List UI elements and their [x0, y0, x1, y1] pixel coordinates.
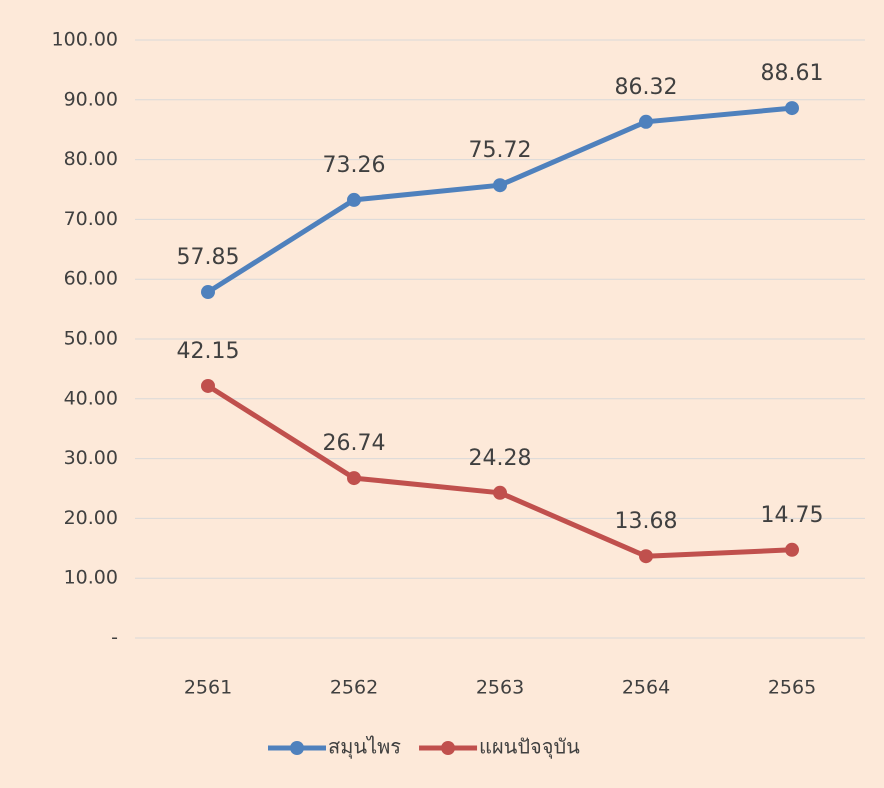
marker	[785, 101, 799, 116]
data-label: 14.75	[761, 503, 824, 528]
data-label: 42.15	[177, 339, 240, 364]
data-label: 75.72	[469, 138, 532, 163]
x-tick-label: 2562	[330, 677, 378, 699]
marker	[493, 485, 507, 500]
marker	[201, 378, 215, 393]
x-tick-label: 2561	[184, 677, 232, 699]
data-label: 88.61	[761, 61, 824, 86]
x-tick-label: 2563	[476, 677, 524, 699]
legend-label: สมุนไพร	[328, 735, 401, 760]
marker	[347, 192, 361, 207]
y-tick-label: 30.00	[64, 447, 118, 469]
marker	[639, 114, 653, 129]
line	[206, 105, 793, 295]
y-tick-label: 60.00	[64, 268, 118, 290]
line	[206, 383, 793, 559]
marker	[493, 178, 507, 193]
y-tick-label: 10.00	[64, 567, 118, 589]
legend-marker	[441, 741, 456, 755]
data-label: 86.32	[615, 75, 678, 100]
y-tick-label: 70.00	[64, 208, 118, 230]
marker	[785, 542, 799, 557]
marker	[201, 285, 215, 300]
data-label: 13.68	[615, 509, 678, 534]
y-tick-label: 90.00	[64, 88, 118, 110]
x-tick-label: 2564	[622, 677, 670, 699]
marker	[639, 549, 653, 564]
y-tick-label: 80.00	[64, 148, 118, 170]
y-tick-label: 100.00	[52, 29, 118, 51]
legend-marker	[290, 741, 304, 755]
data-label: 73.26	[323, 153, 386, 178]
data-label: 24.28	[469, 446, 532, 471]
y-tick-label: 20.00	[64, 507, 118, 529]
legend-label: แผนปัจจุบัน	[479, 735, 580, 760]
data-label: 26.74	[323, 431, 386, 456]
marker	[347, 471, 361, 486]
x-tick-label: 2565	[768, 677, 816, 699]
y-tick-label: -	[111, 627, 118, 649]
y-tick-label: 40.00	[64, 387, 118, 409]
y-tick-label: 50.00	[64, 328, 118, 350]
data-label: 57.85	[177, 245, 240, 270]
